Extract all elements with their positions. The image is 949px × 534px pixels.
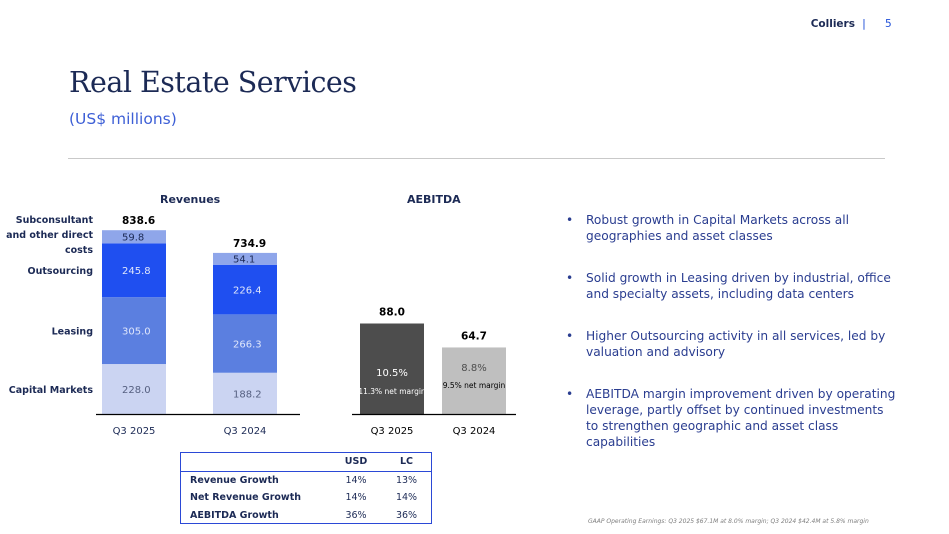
segment-label-leasing: 266.3: [233, 340, 262, 351]
bullet-dot: •: [566, 271, 574, 285]
footnote: GAAP Operating Earnings: Q3 2025 $67.1M …: [588, 518, 869, 525]
bar-segment-capital-markets: [102, 364, 166, 414]
row-label-leasing: Leasing: [52, 327, 93, 338]
bullet-item: • AEBITDA margin improvement driven by op…: [566, 386, 896, 450]
x-tick-label: Q3 2024: [224, 426, 267, 437]
bar-segment-outsourcing: [102, 243, 166, 298]
row-label-outsourcing: Outsourcing: [28, 266, 93, 277]
row-label: Net Revenue Growth: [190, 492, 302, 504]
bullet-item: • Higher Outsourcing activity in all serv…: [566, 328, 896, 360]
segment-label-outsourcing: 245.8: [122, 266, 151, 277]
bar-segment-subconsultant: [102, 230, 166, 244]
column-header-usd: USD: [344, 456, 368, 468]
bar-total-label: 838.6: [122, 215, 155, 227]
bullet-text: AEBITDA margin improvement driven by ope…: [586, 387, 896, 449]
bullet-text: Solid growth in Leasing driven by indust…: [586, 271, 891, 301]
revenues-chart: 228.0 305.0 245.8 59.8 838.6 Q3 2025 188.2 266.…: [6, 215, 300, 437]
title-divider: [68, 158, 885, 159]
page-subtitle: (US$ millions): [69, 110, 177, 128]
x-tick-label: Q3 2024: [453, 426, 496, 437]
bullet-dot: •: [566, 213, 574, 227]
revenues-chart-title: Revenues: [160, 193, 221, 206]
margin-label: 10.5%: [376, 368, 408, 379]
aebitda-value-label: 88.0: [379, 307, 405, 319]
growth-table-corner: [181, 453, 330, 471]
bullet-item: • Solid growth in Leasing driven by indus…: [566, 270, 896, 302]
column-header-lc: LC: [400, 456, 414, 468]
bar-segment-leasing: [102, 297, 166, 365]
aebitda-bar: [360, 323, 424, 414]
usd-value: 14%: [345, 474, 367, 486]
header-brand: Colliers: [810, 18, 855, 30]
bullet-text: Robust growth in Capital Markets across …: [586, 213, 850, 243]
net-margin-label: 11.3% net margin: [358, 387, 426, 396]
bullet-item: • Robust growth in Capital Markets across…: [566, 212, 896, 244]
aebitda-chart-title: AEBITDA: [407, 193, 461, 206]
aebitda-value-label: 64.7: [461, 330, 487, 342]
page-title: Real Estate Services: [69, 66, 357, 99]
bar-segment-capital-markets: [213, 372, 277, 414]
bar-segment-outsourcing: [213, 264, 277, 315]
x-tick-label: Q3 2025: [371, 426, 414, 437]
bar-segment-leasing: [213, 314, 277, 373]
table-row: Revenue Growth 14% 13%: [181, 471, 431, 489]
margin-label: 8.8%: [461, 363, 486, 374]
bullet-text: Higher Outsourcing activity in all servi…: [586, 329, 886, 359]
aebitda-bar: [442, 347, 506, 414]
commentary-list: • Robust growth in Capital Markets across…: [566, 212, 896, 476]
row-label: AEBITDA Growth: [190, 509, 279, 521]
segment-label-capital-markets: 228.0: [122, 385, 151, 396]
segment-label-subconsultant: 59.8: [122, 232, 144, 243]
row-label: Revenue Growth: [190, 474, 279, 486]
table-row: Net Revenue Growth 14% 14%: [181, 489, 431, 507]
row-label-subconsultant: and other direct: [6, 230, 93, 241]
lc-value: 14%: [395, 492, 418, 504]
header-separator: |: [862, 17, 866, 30]
net-margin-label: 9.5% net margin: [443, 381, 506, 390]
segment-label-subconsultant: 54.1: [233, 254, 255, 265]
segment-label-outsourcing: 226.4: [233, 286, 262, 297]
lc-value: 13%: [395, 474, 418, 486]
bar-total-label: 734.9: [233, 238, 266, 250]
segment-label-capital-markets: 188.2: [233, 389, 262, 400]
row-label-subconsultant: Subconsultant: [16, 215, 94, 226]
bullet-dot: •: [566, 387, 574, 401]
row-label-capital-markets: Capital Markets: [9, 385, 94, 396]
bullet-dot: •: [566, 329, 574, 343]
row-label-subconsultant: costs: [65, 245, 93, 256]
lc-value: 36%: [395, 509, 418, 521]
aebitda-chart: 88.0 10.5% 11.3% net margin Q3 2025 64.7 8.8%…: [352, 307, 516, 437]
bar-segment-subconsultant: [213, 252, 277, 265]
x-tick-label: Q3 2025: [113, 426, 156, 437]
page-number: 5: [885, 18, 892, 30]
table-row: AEBITDA Growth 36% 36%: [181, 507, 431, 525]
growth-table: USD LC Revenue Growth 14% 13% Net Revenu…: [180, 452, 432, 524]
segment-label-leasing: 305.0: [122, 327, 151, 338]
usd-value: 36%: [345, 509, 367, 521]
growth-table-header: USD LC: [181, 453, 431, 471]
usd-value: 14%: [345, 492, 367, 504]
